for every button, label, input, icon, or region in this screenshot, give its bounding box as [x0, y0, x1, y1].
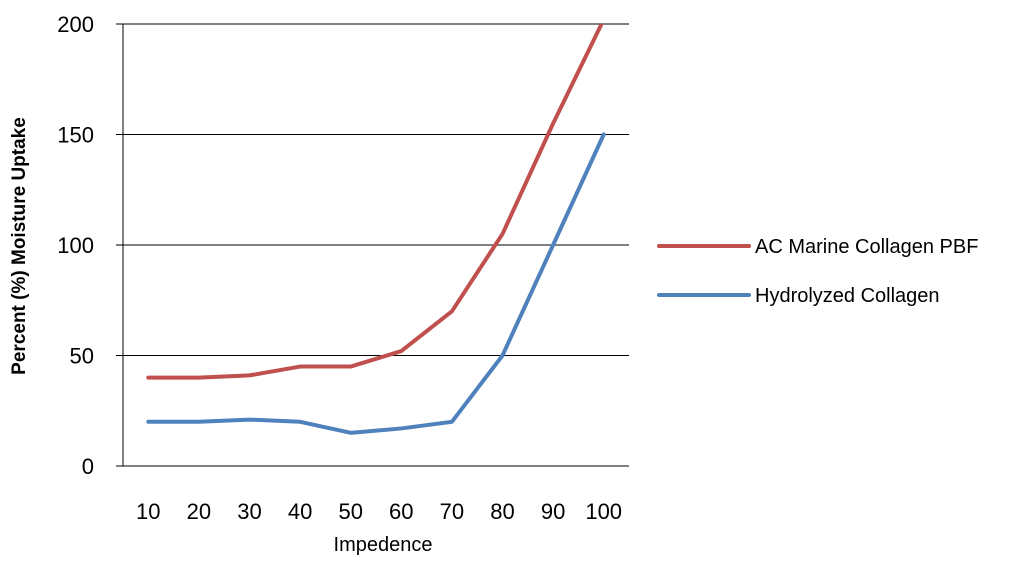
x-tick-label: 80	[490, 499, 514, 524]
y-tick-label: 0	[82, 454, 94, 479]
x-tick-label: 70	[440, 499, 464, 524]
x-axis-title: Impedence	[334, 534, 433, 556]
x-tick-label: 90	[541, 499, 565, 524]
y-tick-label: 100	[57, 233, 94, 258]
legend-label: AC Marine Collagen PBF	[755, 236, 978, 258]
y-tick-label: 200	[57, 12, 94, 37]
legend-label: Hydrolyzed Collagen	[755, 285, 940, 307]
tick-labels: 0 50 100 150 200 10 20 30 40 50 60 70 80 90 100	[57, 12, 622, 524]
legend: AC Marine Collagen PBF Hydrolyzed Collage…	[657, 236, 978, 307]
series-line-2	[146, 132, 606, 435]
x-tick-label: 10	[136, 499, 160, 524]
x-tick-label: 50	[338, 499, 362, 524]
series-line-1	[146, 24, 604, 380]
x-tick-label: 20	[187, 499, 211, 524]
x-tick-label: 30	[237, 499, 261, 524]
y-tick-label: 150	[57, 123, 94, 148]
x-tick-label: 60	[389, 499, 413, 524]
series-lines	[146, 24, 606, 435]
gridlines	[123, 23, 629, 356]
y-axis-title: Percent (%) Moisture Uptake	[9, 117, 30, 375]
axes	[116, 23, 629, 467]
x-tick-label: 100	[585, 499, 622, 524]
x-tick-label: 40	[288, 499, 312, 524]
y-tick-label: 50	[70, 344, 94, 369]
